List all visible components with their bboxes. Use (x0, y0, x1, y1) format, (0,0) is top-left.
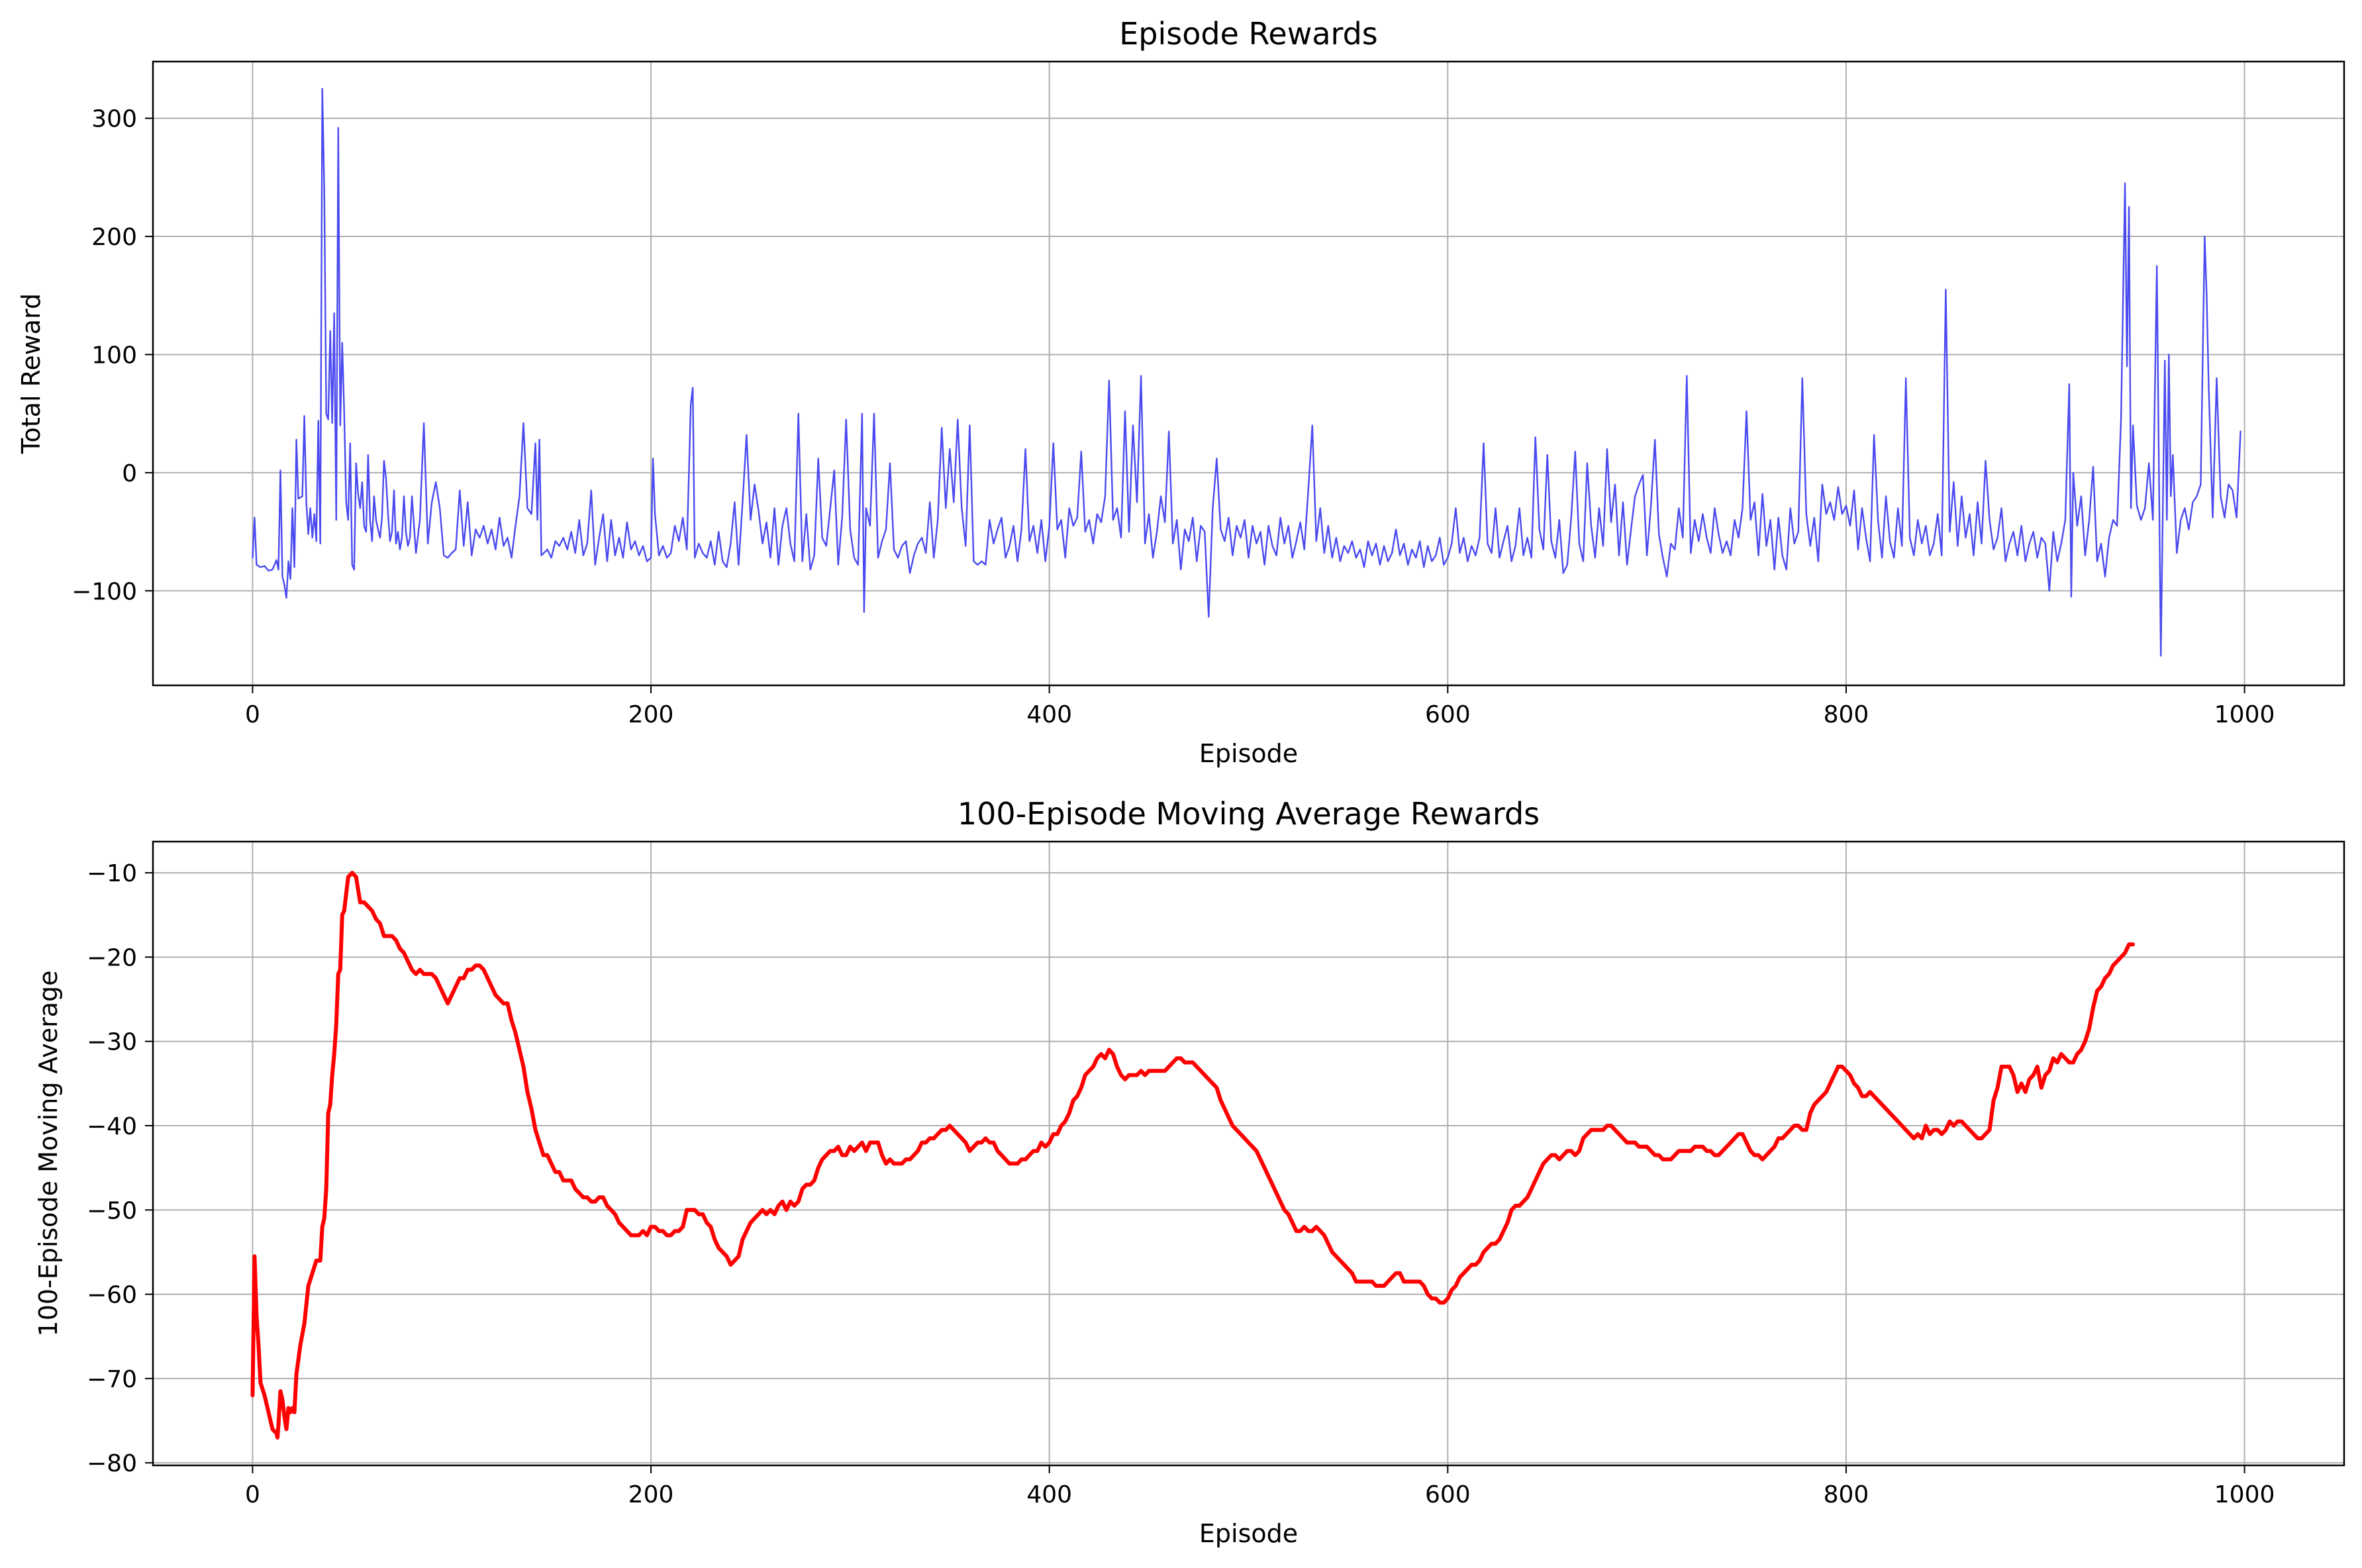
y-axis-label: Total Reward (17, 293, 46, 454)
plot-frame (152, 840, 2345, 1467)
chart-1: 0 200 400 600 800 1000 −100 0 100 200 300 Episode R… (17, 16, 2345, 768)
series-line (252, 87, 2241, 657)
y-tick-label: −70 (87, 1366, 137, 1393)
y-tick-label: −10 (87, 860, 137, 887)
x-tick-label: 800 (1824, 701, 1869, 728)
x-axis-label: Episode (1199, 739, 1298, 768)
x-tick-label: 400 (1026, 701, 1072, 728)
y-axis-label: 100-Episode Moving Average (34, 971, 63, 1337)
x-axis-label: Episode (1199, 1519, 1298, 1548)
y-tick-label: 100 (91, 342, 137, 369)
x-tick-label: 200 (628, 701, 674, 728)
y-tick-label: 200 (91, 224, 137, 251)
x-tick-label: 200 (628, 1481, 674, 1508)
plot-frame (152, 60, 2345, 687)
series-line (250, 871, 2136, 1440)
y-tick-label: −40 (87, 1113, 137, 1140)
chart-title: Episode Rewards (1119, 16, 1378, 52)
x-tick-label: 600 (1425, 701, 1471, 728)
y-tick-label: −100 (72, 578, 137, 605)
y-tick-label: −50 (87, 1197, 137, 1224)
y-tick-label: 300 (91, 106, 137, 133)
y-tick-label: 0 (122, 460, 137, 487)
y-tick-label: −20 (87, 944, 137, 971)
x-tick-label: 400 (1026, 1481, 1072, 1508)
x-tick-label: 0 (245, 701, 260, 728)
x-tick-label: 1000 (2214, 701, 2275, 728)
x-tick-label: 800 (1824, 1481, 1869, 1508)
y-tick-label: −60 (87, 1282, 137, 1309)
y-tick-label: −30 (87, 1029, 137, 1056)
chart-2: 0 200 400 600 800 1000 −80 −70 −60 −50 −40 −30 −20 −1… (34, 796, 2345, 1548)
x-tick-label: 1000 (2214, 1481, 2275, 1508)
x-tick-label: 600 (1425, 1481, 1471, 1508)
chart-title: 100-Episode Moving Average Rewards (958, 796, 1540, 832)
x-tick-label: 0 (245, 1481, 260, 1508)
y-tick-label: −80 (87, 1450, 137, 1477)
